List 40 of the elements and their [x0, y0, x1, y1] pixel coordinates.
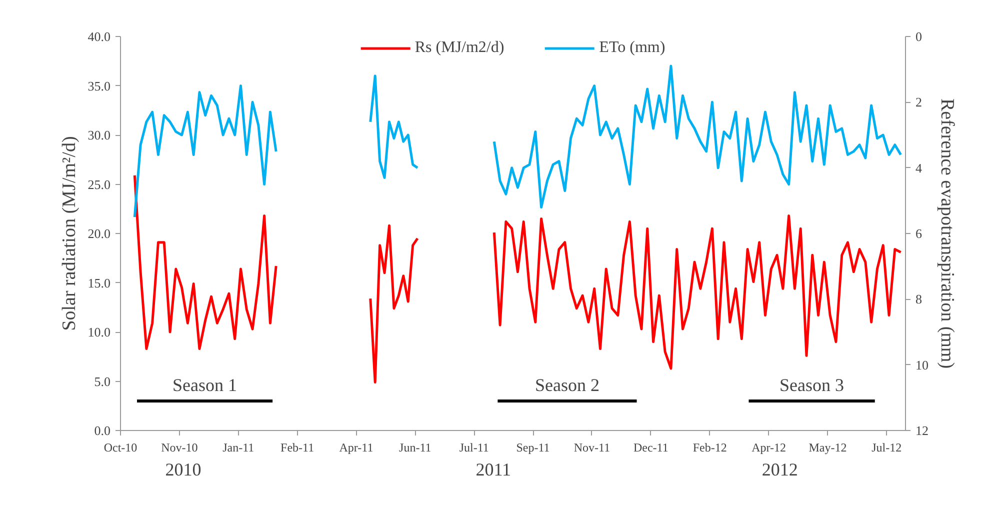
annotation: Season 2	[534, 374, 600, 395]
legend-label: ETo (mm)	[599, 39, 666, 57]
y-tick-label: 0.0	[94, 423, 110, 438]
legend-label: Rs (MJ/m2/d)	[414, 39, 504, 57]
text: 2011	[476, 460, 512, 480]
y-tick-label: 20.0	[88, 226, 110, 241]
x-tick-label: Dec-11	[633, 440, 668, 454]
annotation: Season 3	[780, 374, 844, 395]
x-tick-label: May-12	[808, 440, 847, 454]
x-tick-label: Jan-11	[222, 440, 254, 454]
y-axis-title: Solar radiation (MJ/m²/d)	[58, 136, 80, 331]
x-tick-label: Apr-11	[339, 440, 374, 454]
annotation: Season 1	[172, 374, 238, 395]
y2-tick-label: 12	[916, 423, 928, 438]
y-tick-label: 30.0	[88, 128, 110, 142]
y-tick-label: 25.0	[88, 176, 110, 192]
x-tick-label: Feb-12	[692, 440, 727, 454]
x-tick-label: Jul-12	[872, 440, 902, 454]
y2-tick-label: 4	[916, 160, 922, 176]
y-tick-label: 35.0	[88, 78, 110, 94]
text: 2012	[762, 460, 798, 480]
x-tick-label: Apr-12	[752, 440, 786, 454]
x-tick-label: Oct-10	[104, 440, 138, 454]
y-tick-label: 15.0	[88, 275, 110, 290]
x-tick-label: Nov-11	[574, 440, 610, 454]
y2-tick-label: 6	[916, 226, 922, 241]
x-tick-label: Jun-11	[399, 440, 432, 454]
y2-axis-title: Reference evapotranspiration (mm)	[936, 98, 958, 369]
x-tick-label: Sep-11	[516, 440, 550, 454]
y-tick-label: 40.0	[88, 29, 110, 44]
x-tick-label: Nov-10	[161, 440, 198, 454]
y2-tick-label: 2	[916, 94, 922, 110]
x-tick-label: Jul-11	[459, 440, 489, 454]
y2-tick-label: 0	[916, 29, 922, 44]
y2-tick-label: 8	[916, 292, 922, 307]
y-tick-label: 10.0	[88, 324, 110, 340]
y-tick-label: 5.0	[94, 374, 110, 389]
text: 2010	[165, 460, 202, 480]
y2-tick-label: 10	[916, 357, 928, 372]
x-tick-label: Feb-11	[280, 440, 314, 454]
